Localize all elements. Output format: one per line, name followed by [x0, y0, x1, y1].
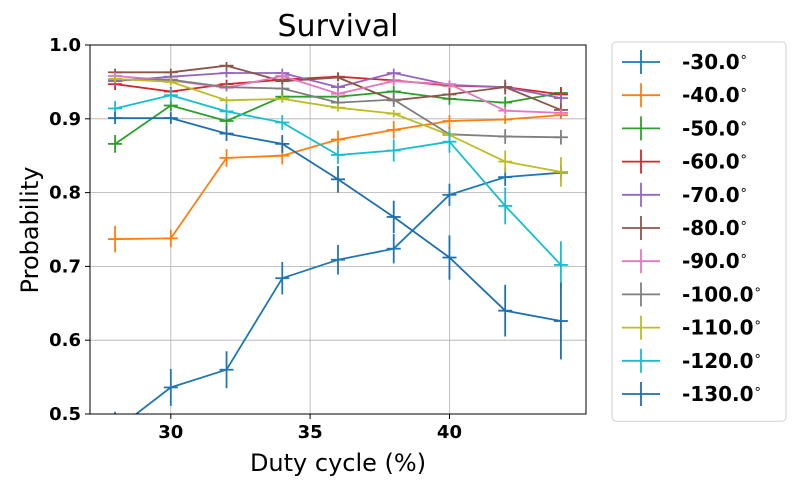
legend-item: -30.0∘: [622, 50, 748, 74]
x-tick-label: 40: [437, 422, 462, 443]
legend-item: -60.0∘: [622, 149, 748, 174]
legend-label: -30.0∘: [682, 50, 748, 74]
legend-item: -80.0∘: [622, 216, 748, 240]
y-tick-label: 0.9: [49, 109, 81, 130]
legend-item: -50.0∘: [622, 116, 748, 141]
series-10: [108, 112, 568, 360]
legend-label: -70.0∘: [682, 183, 748, 207]
legend: -30.0∘ -40.0∘ -50.0∘ -60.0∘ -70.0∘ -80.0∘ -90.…: [611, 41, 787, 422]
x-tick-label: 30: [158, 422, 183, 443]
legend-item: -40.0∘: [622, 83, 748, 108]
x-axis: 30 35 40: [158, 414, 462, 443]
legend-item: -130.0∘: [622, 382, 762, 406]
y-axis-label: Probability: [16, 167, 44, 294]
y-tick-label: 0.8: [49, 183, 81, 204]
chart-title: Survival: [278, 9, 399, 44]
series-7: [108, 75, 568, 145]
x-axis-label: Duty cycle (%): [250, 449, 426, 477]
legend-label: -80.0∘: [682, 216, 748, 240]
legend-label: -50.0∘: [682, 116, 748, 140]
y-tick-label: 0.6: [49, 330, 81, 351]
y-tick-label: 1.0: [49, 35, 81, 56]
legend-label: -40.0∘: [682, 83, 748, 107]
legend-label: -60.0∘: [682, 150, 748, 174]
legend-item: -120.0∘: [622, 348, 762, 373]
legend-label: -110.0∘: [682, 316, 762, 340]
legend-item: -100.0∘: [622, 282, 762, 307]
legend-label: -130.0∘: [682, 382, 762, 406]
legend-item: -70.0∘: [622, 182, 748, 207]
legend-box: [611, 41, 787, 422]
plot-frame: [89, 44, 587, 415]
legend-item: -90.0∘: [622, 249, 748, 274]
series-layer: [108, 61, 568, 414]
legend-item: -110.0∘: [622, 315, 762, 340]
y-tick-label: 0.5: [49, 404, 81, 425]
legend-label: -120.0∘: [682, 349, 762, 373]
legend-label: -100.0∘: [682, 282, 762, 306]
legend-label: -90.0∘: [682, 249, 748, 273]
x-tick-label: 35: [298, 422, 323, 443]
series-0: [114, 165, 568, 414]
y-tick-label: 0.7: [49, 256, 81, 277]
y-axis: 0.5 0.6 0.7 0.8 0.9 1.0: [49, 35, 90, 425]
